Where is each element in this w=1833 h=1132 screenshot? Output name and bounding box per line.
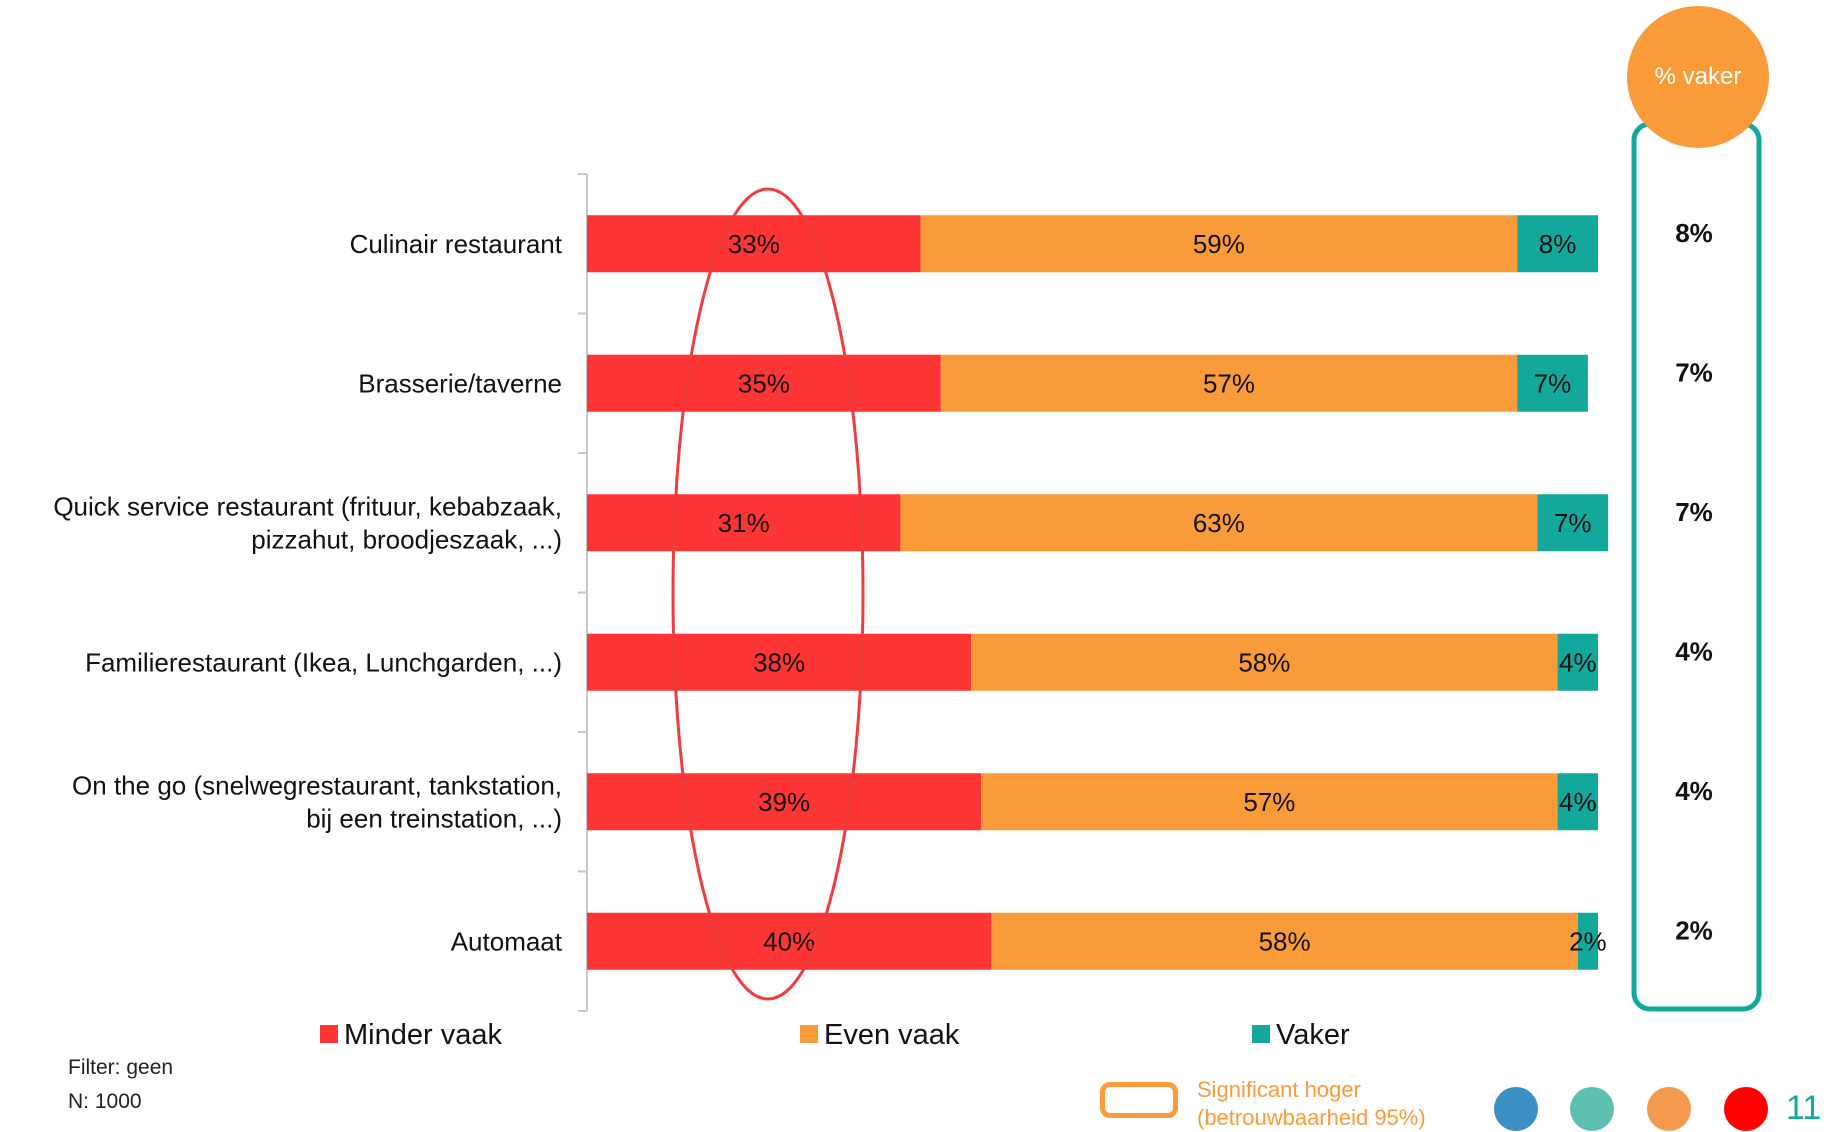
bar-minder-vaak: [587, 773, 982, 831]
vaker-column-value: 7%: [1675, 497, 1713, 527]
legend-label: Even vaak: [824, 1019, 960, 1051]
bar-value-label: 7%: [1534, 368, 1572, 398]
filter-note: Filter: geen: [68, 1056, 174, 1079]
category-label: Culinair restaurant: [350, 229, 563, 259]
vaker-column-value: 2%: [1675, 915, 1713, 945]
bar-value-label: 58%: [1238, 647, 1290, 677]
bar-value-label: 4%: [1559, 787, 1597, 817]
bar-even-vaak: [900, 494, 1538, 552]
bar-vaker: [1557, 633, 1598, 691]
bar-value-label: 58%: [1259, 926, 1311, 956]
vaker-column-header: % vaker: [1627, 6, 1769, 148]
bar-minder-vaak: [587, 494, 901, 552]
bar-vaker: [1577, 912, 1598, 970]
bar-minder-vaak: [587, 633, 972, 691]
bar-value-label: 39%: [758, 787, 810, 817]
category-label: Familierestaurant (Ikea, Lunchgarden, ..…: [85, 647, 562, 677]
legend-swatch: [1252, 1025, 1270, 1043]
legend-swatch: [800, 1025, 818, 1043]
bar-minder-vaak: [587, 215, 921, 273]
bar-even-vaak: [981, 773, 1558, 831]
bar-minder-vaak: [587, 912, 992, 970]
bar-even-vaak: [940, 354, 1518, 412]
legend-swatch: [320, 1025, 338, 1043]
vaker-column-frame: [1631, 121, 1762, 1012]
bar-value-label: 33%: [728, 229, 780, 259]
page-number: 11: [1786, 1089, 1822, 1127]
decorative-dot: [1724, 1087, 1768, 1131]
bar-value-label: 31%: [718, 508, 770, 538]
vaker-column-value: 7%: [1675, 357, 1713, 387]
bar-vaker: [1537, 494, 1609, 552]
legend-label: Minder vaak: [344, 1019, 502, 1051]
bar-even-vaak: [971, 633, 1558, 691]
highlight-ellipse: [671, 187, 865, 1001]
bar-value-label: 2%: [1569, 926, 1607, 956]
category-label: Brasserie/taverne: [358, 368, 562, 398]
bar-value-label: 59%: [1193, 229, 1245, 259]
bar-value-label: 8%: [1539, 229, 1577, 259]
significance-legend-label: Significant hoger (betrouwbaarheid 95%): [1197, 1077, 1426, 1130]
sample-size-note: N: 1000: [68, 1090, 142, 1113]
category-label: bij een treinstation, ...): [306, 803, 562, 833]
bar-value-label: 4%: [1559, 647, 1597, 677]
bar-vaker: [1517, 354, 1588, 412]
bar-value-label: 57%: [1203, 368, 1255, 398]
bar-even-vaak: [991, 912, 1578, 970]
decorative-dot: [1570, 1087, 1614, 1131]
bar-value-label: 35%: [738, 368, 790, 398]
bar-value-label: 40%: [763, 926, 815, 956]
vaker-column-value: 8%: [1675, 218, 1713, 248]
bar-vaker: [1517, 215, 1598, 273]
category-label: Automaat: [451, 926, 563, 956]
vaker-column-value: 4%: [1675, 776, 1713, 806]
bar-value-label: 57%: [1243, 787, 1295, 817]
category-label: On the go (snelwegrestaurant, tankstatio…: [72, 770, 562, 800]
decorative-dot: [1494, 1087, 1538, 1131]
bar-value-label: 63%: [1193, 508, 1245, 538]
category-label: pizzahut, broodjeszaak, ...): [251, 524, 562, 554]
bar-even-vaak: [920, 215, 1518, 273]
vaker-column-value: 4%: [1675, 636, 1713, 666]
legend-label: Vaker: [1276, 1019, 1350, 1051]
significance-legend-box: [1100, 1082, 1178, 1118]
bar-vaker: [1557, 773, 1598, 831]
bar-minder-vaak: [587, 354, 941, 412]
bar-value-label: 7%: [1554, 508, 1592, 538]
decorative-dot: [1647, 1087, 1691, 1131]
category-label: Quick service restaurant (frituur, kebab…: [53, 491, 562, 521]
bar-value-label: 38%: [753, 647, 805, 677]
